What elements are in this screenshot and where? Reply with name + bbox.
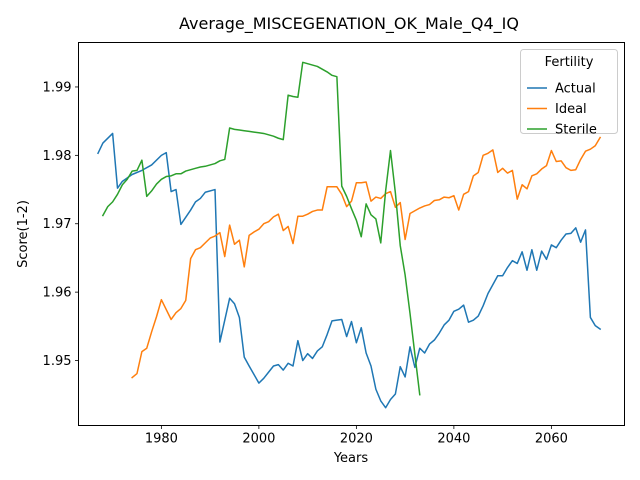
chart-title: Average_MISCEGENATION_OK_Male_Q4_IQ bbox=[179, 14, 519, 34]
legend-label-ideal: Ideal bbox=[555, 102, 587, 117]
legend-label-sterile: Sterile bbox=[555, 123, 597, 138]
plot-lines bbox=[97, 61, 602, 409]
x-tick-label: 2040 bbox=[437, 432, 470, 447]
y-tick-label: 1.97 bbox=[43, 217, 72, 232]
y-tick-label: 1.98 bbox=[43, 149, 72, 164]
legend-box bbox=[520, 49, 618, 134]
y-axis: 1.95 1.96 1.97 1.98 1.99 bbox=[43, 80, 79, 369]
legend-entries: Actual Ideal Sterile bbox=[527, 82, 597, 138]
y-tick-label: 1.96 bbox=[43, 286, 72, 301]
legend-label-actual: Actual bbox=[555, 82, 596, 97]
series-line-ideal bbox=[131, 136, 602, 379]
y-tick-label: 1.99 bbox=[43, 80, 72, 95]
x-axis-title: Years bbox=[333, 451, 369, 466]
y-axis-title: Score(1-2) bbox=[16, 200, 31, 268]
y-tick-label: 1.95 bbox=[43, 354, 72, 369]
series-line-actual bbox=[97, 132, 602, 409]
x-tick-label: 2000 bbox=[242, 432, 275, 447]
legend-title: Fertility bbox=[545, 55, 594, 70]
x-tick-label: 2060 bbox=[535, 432, 568, 447]
plot-frame bbox=[78, 42, 625, 426]
series-line-sterile bbox=[101, 61, 421, 396]
x-axis: 1980 2000 2020 2040 2060 bbox=[145, 425, 568, 447]
x-tick-label: 1980 bbox=[145, 432, 178, 447]
x-tick-label: 2020 bbox=[340, 432, 373, 447]
legend: Fertility Actual Ideal Sterile bbox=[520, 49, 618, 138]
